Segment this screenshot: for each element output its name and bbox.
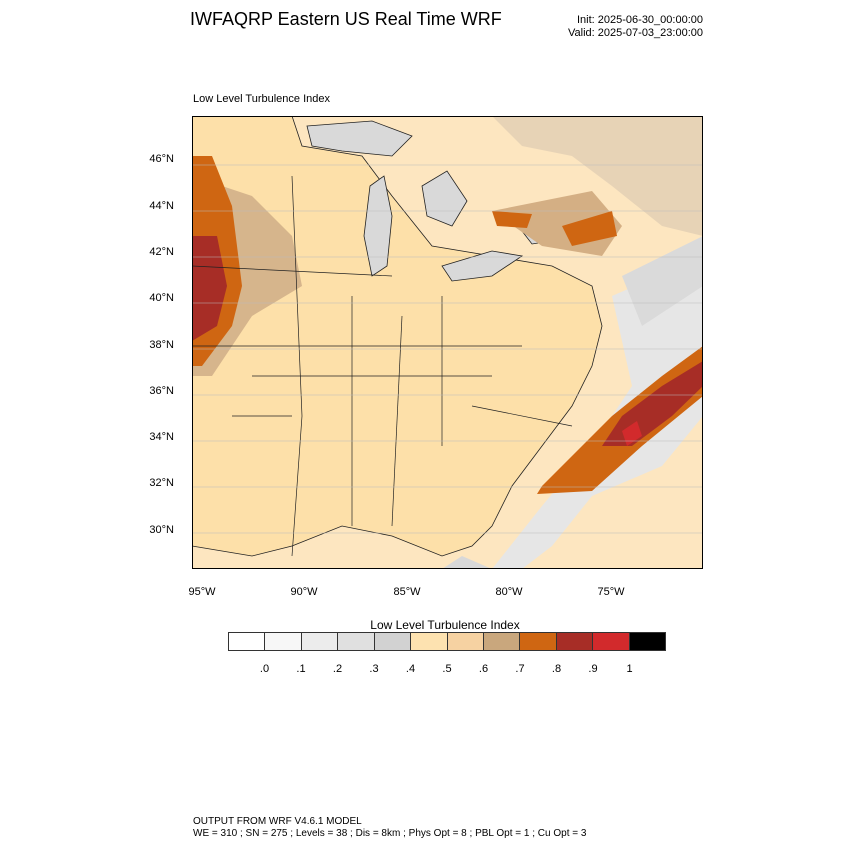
colorbar-cell — [482, 632, 520, 651]
colorbar-level-label: .4 — [405, 663, 416, 675]
lat-label: 40°N — [149, 292, 174, 304]
lake-superior — [306, 120, 413, 157]
lon-label: 95°W — [188, 586, 216, 598]
colorbar-level-label: .0 — [259, 663, 270, 675]
ny-orange-patch — [562, 211, 617, 246]
colorbar-level-label: 1 — [626, 663, 633, 675]
map-subtitle: Low Level Turbulence Index — [193, 93, 330, 105]
colorbar-cell — [519, 632, 556, 651]
colorbar-cell — [373, 632, 411, 651]
lake-erie — [441, 250, 524, 282]
map-canvas — [192, 116, 703, 569]
graticule — [192, 164, 703, 534]
colorbar-level-label: .9 — [588, 663, 598, 675]
valid-time: Valid: 2025-07-03_23:00:00 — [568, 27, 703, 39]
turbulence-map — [192, 116, 703, 569]
lake-michigan — [363, 175, 393, 277]
lon-label: 90°W — [290, 586, 318, 598]
ontario-orange-patch — [492, 211, 532, 228]
colorbar-level-label: .5 — [442, 663, 452, 675]
atlantic-gray-band-2 — [622, 236, 703, 326]
footer-config: WE = 310 ; SN = 275 ; Levels = 38 ; Dis … — [193, 828, 587, 839]
colorbar-level-label: .8 — [551, 663, 562, 675]
lon-label: 80°W — [495, 586, 523, 598]
lat-label: 46°N — [149, 153, 174, 165]
lon-label: 85°W — [393, 586, 421, 598]
plot-title: IWFAQRP Eastern US Real Time WRF — [190, 9, 502, 29]
colorbar-level-label: .1 — [296, 663, 306, 675]
lat-label: 38°N — [149, 339, 174, 351]
gulf-gray-patch — [442, 556, 492, 569]
lat-label: 42°N — [149, 246, 174, 258]
colorbar-level-label: .2 — [332, 663, 343, 675]
init-time: Init: 2025-06-30_00:00:00 — [577, 14, 703, 26]
colorbar-cell — [628, 632, 667, 651]
west-red-patch — [192, 236, 227, 341]
colorbar-cell — [264, 632, 301, 651]
colorbar-level-label: .6 — [478, 663, 489, 675]
map-border — [192, 116, 703, 569]
colorbar-cell — [300, 632, 338, 651]
lat-label: 32°N — [149, 477, 174, 489]
canada-region — [492, 116, 703, 236]
lat-label: 36°N — [149, 385, 174, 397]
colorbar-cell — [592, 632, 629, 651]
atlantic-hot-spot — [622, 421, 642, 446]
colorbar-level-label: .7 — [515, 663, 525, 675]
atlantic-gray-band — [492, 256, 703, 569]
colorbar-level-label: .3 — [369, 663, 379, 675]
lon-label: 75°W — [597, 586, 625, 598]
colorbar-cell — [410, 632, 447, 651]
colorbar-cell — [228, 632, 265, 651]
colorbar — [228, 632, 667, 651]
legend-title: Low Level Turbulence Index — [370, 618, 520, 632]
lat-label: 34°N — [149, 431, 174, 443]
lat-label: 30°N — [149, 524, 174, 536]
colorbar-cell — [555, 632, 593, 651]
lat-label: 44°N — [149, 200, 174, 212]
colorbar-cell — [446, 632, 483, 651]
state-borders — [192, 175, 573, 557]
footer-model: OUTPUT FROM WRF V4.6.1 MODEL — [193, 816, 362, 827]
colorbar-cell — [337, 632, 374, 651]
atlantic-red-patch — [602, 361, 703, 446]
